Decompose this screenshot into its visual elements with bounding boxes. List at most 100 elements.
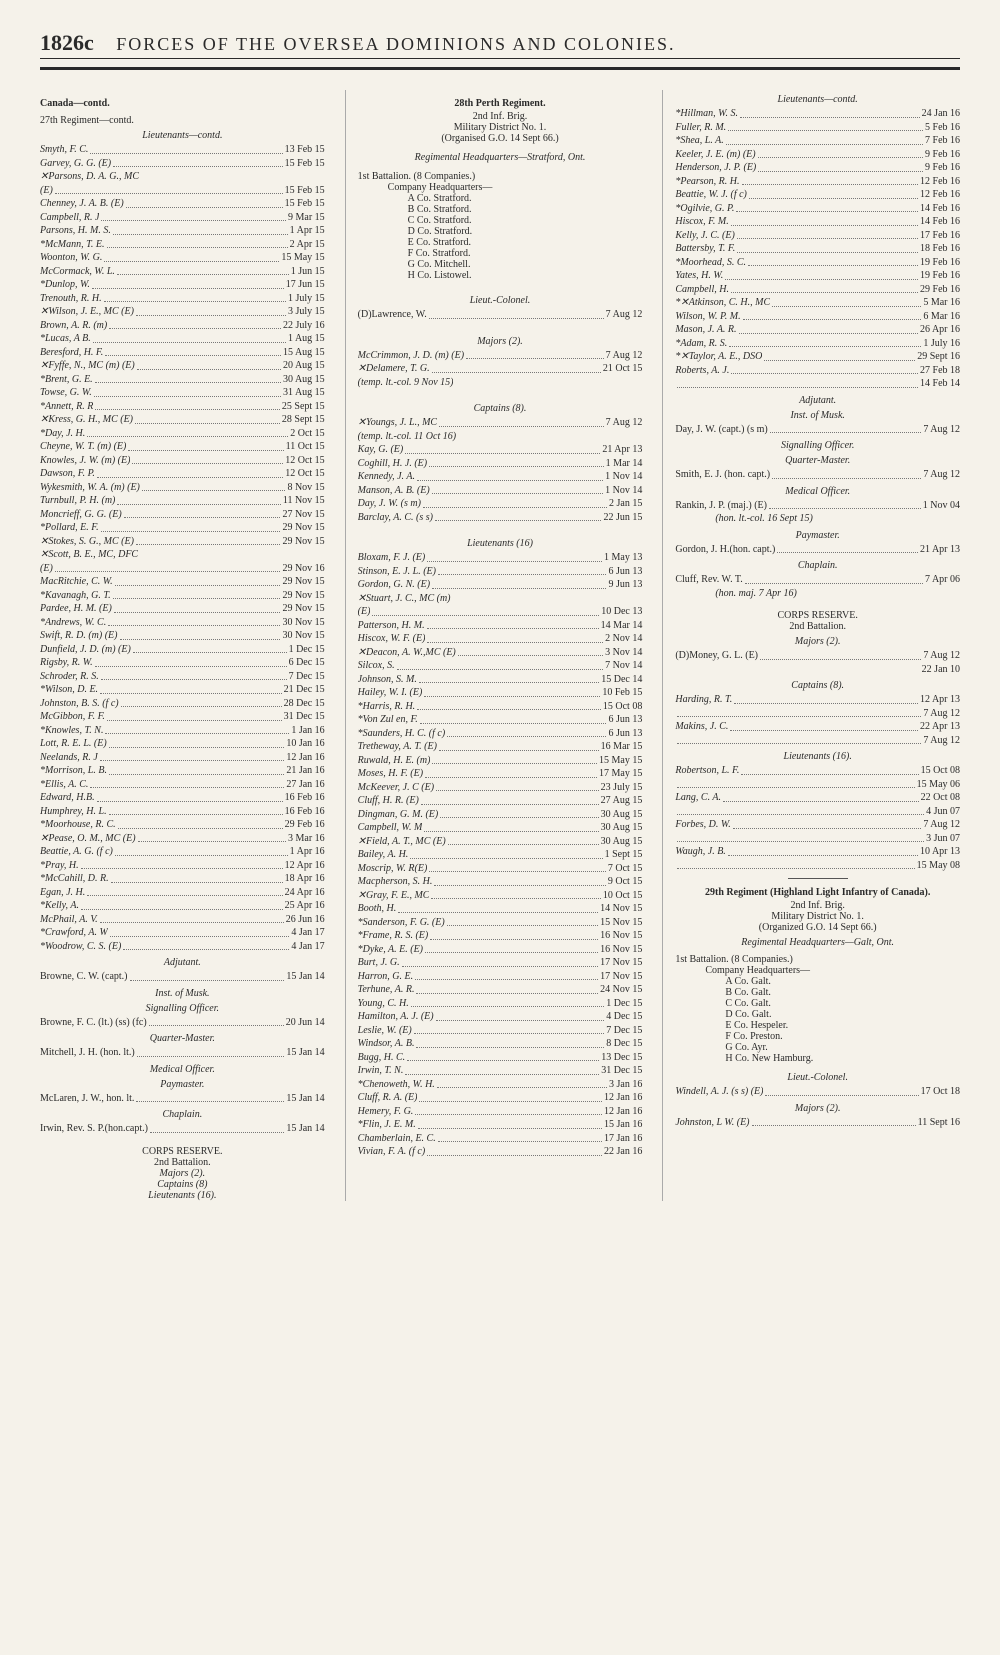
entry-row: (E)15 Feb 15 (40, 184, 325, 198)
list-item: H Co. New Hamburg. (725, 1053, 960, 1064)
entry-row: *Frame, R. S. (E)16 Nov 15 (358, 929, 643, 943)
entry-row: *Annett, R. R25 Sept 15 (40, 400, 325, 414)
entry-row: (hon. maj. 7 Apr 16) (675, 587, 960, 601)
org29-heading: (Organized G.O. 14 Sept 66.) (675, 922, 960, 933)
entry-row: *Crawford, A. W4 Jan 17 (40, 926, 325, 940)
entry-row: Hailey, W. I. (E)10 Feb 15 (358, 686, 643, 700)
entry-row: Garvey, G. G. (E)15 Feb 15 (40, 157, 325, 171)
bn2-heading: 2nd Battalion. (40, 1157, 325, 1168)
entry-row: Day, J. W. (capt.) (s m)7 Aug 12 (675, 423, 960, 437)
entry-row: Johnson, S. M.15 Dec 14 (358, 673, 643, 687)
entry-row: *Hillman, W. S.24 Jan 16 (675, 107, 960, 121)
entry-row: Humphrey, H. L.16 Feb 16 (40, 805, 325, 819)
list-item: F Co. Stratford. (408, 248, 643, 259)
entry-row: Dingman, G. M. (E)30 Aug 15 (358, 808, 643, 822)
entry-row: (D)Lawrence, W.7 Aug 12 (358, 308, 643, 322)
page-number: 1826c (40, 30, 94, 56)
entry-row: Hamilton, A. J. (E)4 Dec 15 (358, 1010, 643, 1024)
entry-row: 15 May 06 (675, 778, 960, 792)
entry-row: Rigsby, R. W.6 Dec 15 (40, 656, 325, 670)
entry-row: Bugg, H. C.13 Dec 15 (358, 1051, 643, 1065)
entry-row: Bloxam, F. J. (E)1 May 13 (358, 551, 643, 565)
entry-row: Windsor, A. B.8 Dec 15 (358, 1037, 643, 1051)
regiment-27-heading: 27th Regiment—contd. (40, 115, 325, 126)
signalling-heading: Signalling Officer. (40, 1003, 325, 1014)
entry-row: 15 May 08 (675, 859, 960, 873)
captains-heading: Captains (8). (358, 403, 643, 414)
entry-row: Johnston, L W. (E)11 Sept 16 (675, 1116, 960, 1130)
entry-row: MacRitchie, C. W.29 Nov 15 (40, 575, 325, 589)
entry-row: Edward, H.B.16 Feb 16 (40, 791, 325, 805)
entry-row: Kay, G. (E)21 Apr 13 (358, 443, 643, 457)
page-title: FORCES OF THE OVERSEA DOMINIONS AND COLO… (116, 34, 675, 55)
entry-row: *Knowles, T. N.1 Jan 16 (40, 724, 325, 738)
entry-row: Chamberlain, E. C.17 Jan 16 (358, 1132, 643, 1146)
entry-row: (D)Money, G. L. (E)7 Aug 12 (675, 649, 960, 663)
entry-row: *Shea, L. A.7 Feb 16 (675, 134, 960, 148)
entry-row: *Wilson, D. E.21 Dec 15 (40, 683, 325, 697)
entry-row: 7 Aug 12 (675, 707, 960, 721)
entry-row: *Adam, R. S.1 July 16 (675, 337, 960, 351)
entry-row: Campbell, W. M30 Aug 15 (358, 821, 643, 835)
lieuts16-heading: Lieutenants (16). (675, 751, 960, 762)
chaplain-heading: Chaplain. (675, 560, 960, 571)
entry-row: Windell, A. J. (s s) (E)17 Oct 18 (675, 1085, 960, 1099)
entry-row: (E)29 Nov 16 (40, 562, 325, 576)
entry-row: Yates, H. W.19 Feb 16 (675, 269, 960, 283)
entry-row: McCormack, W. L.1 Jun 15 (40, 265, 325, 279)
entry-row: Battersby, T. F.18 Feb 16 (675, 242, 960, 256)
entry-row: *Saunders, H. C. (f c)6 Jun 13 (358, 727, 643, 741)
entry-row: McGibbon, F. F.31 Dec 15 (40, 710, 325, 724)
entry-row: Cluff, H. R. (E)27 Aug 15 (358, 794, 643, 808)
entry-row: Gordon, J. H.(hon. capt.)21 Apr 13 (675, 543, 960, 557)
entry-row: Harding, R. T.12 Apr 13 (675, 693, 960, 707)
entry-row: ✕Scott, B. E., MC, DFC (40, 548, 325, 562)
entry-row: Cluff, Rev. W. T.7 Apr 06 (675, 573, 960, 587)
cohq-heading: Company Headquarters— (358, 182, 643, 193)
inst-musk-heading: Inst. of Musk. (675, 410, 960, 421)
entry-row: Neelands, R. J12 Jan 16 (40, 751, 325, 765)
bn2-heading: 2nd Battalion. (675, 621, 960, 632)
entry-row: McLaren, J. W., hon. lt.15 Jan 14 (40, 1092, 325, 1106)
lieuts-contd-heading: Lieutenants—contd. (675, 94, 960, 105)
entry-row: 22 Jan 10 (675, 663, 960, 677)
entries-list: Harding, R. T.12 Apr 137 Aug 12Makins, J… (675, 693, 960, 747)
entry-row: Brown, A. R. (m)22 July 16 (40, 319, 325, 333)
entry-row: Campbell, R. J9 Mar 15 (40, 211, 325, 225)
entry-row: Fuller, R. M.5 Feb 16 (675, 121, 960, 135)
entry-row: *Andrews, W. C.30 Nov 15 (40, 616, 325, 630)
entry-row: McCrimmon, J. D. (m) (E)7 Aug 12 (358, 349, 643, 363)
companies29-list: A Co. Galt.B Co. Galt.C Co. Galt.D Co. G… (675, 976, 960, 1064)
entry-row: Pardee, H. M. (E)29 Nov 15 (40, 602, 325, 616)
paymaster-heading: Paymaster. (40, 1079, 325, 1090)
entry-row: Vivian, F. A. (f c)22 Jan 16 (358, 1145, 643, 1159)
entry-row: Day, J. W. (s m)2 Jan 15 (358, 497, 643, 511)
majors2-heading: Majors (2). (675, 636, 960, 647)
entry-row: ✕Parsons, D. A. G., MC (40, 170, 325, 184)
entry-row: Makins, J. C.22 Apr 13 (675, 720, 960, 734)
entry-row: Moses, H. F. (E)17 May 15 (358, 767, 643, 781)
entry-row: ✕Wilson, J. E., MC (E)3 July 15 (40, 305, 325, 319)
entry-row: ✕Youngs, J. L., MC7 Aug 12 (358, 416, 643, 430)
entry-row: 3 Jun 07 (675, 832, 960, 846)
bn1-29-heading: 1st Battalion. (8 Companies.) (675, 954, 960, 965)
entry-row: Harron, G. E.17 Nov 15 (358, 970, 643, 984)
entry-row: *Woodrow, C. S. (E)4 Jan 17 (40, 940, 325, 954)
entry-row: Barclay, A. C. (s s)22 Jun 15 (358, 511, 643, 525)
majors-heading: Majors (2). (358, 336, 643, 347)
entry-row: *✕Atkinson, C. H., MC5 Mar 16 (675, 296, 960, 310)
column-3: Lieutenants—contd. *Hillman, W. S.24 Jan… (662, 90, 960, 1201)
list-item: C Co. Stratford. (408, 215, 643, 226)
entry-row: Gordon, G. N. (E)9 Jun 13 (358, 578, 643, 592)
entry-row: *Flin, J. E. M.15 Jan 16 (358, 1118, 643, 1132)
page-header: 1826c FORCES OF THE OVERSEA DOMINIONS AN… (40, 30, 960, 70)
entry-row: *Kavanagh, G. T.29 Nov 15 (40, 589, 325, 603)
entry-row: *Sanderson, F. G. (E)15 Nov 15 (358, 916, 643, 930)
entry-row: Campbell, H.29 Feb 16 (675, 283, 960, 297)
entry-row: *Moorhead, S. C.19 Feb 16 (675, 256, 960, 270)
entry-row: *Dunlop, W.17 Jun 15 (40, 278, 325, 292)
med-off-heading: Medical Officer. (675, 486, 960, 497)
captains8-heading: Captains (8). (675, 680, 960, 691)
entry-row: *Ogilvie, G. P.14 Feb 16 (675, 202, 960, 216)
entry-row: Beattie, W. J. (f c)12 Feb 16 (675, 188, 960, 202)
